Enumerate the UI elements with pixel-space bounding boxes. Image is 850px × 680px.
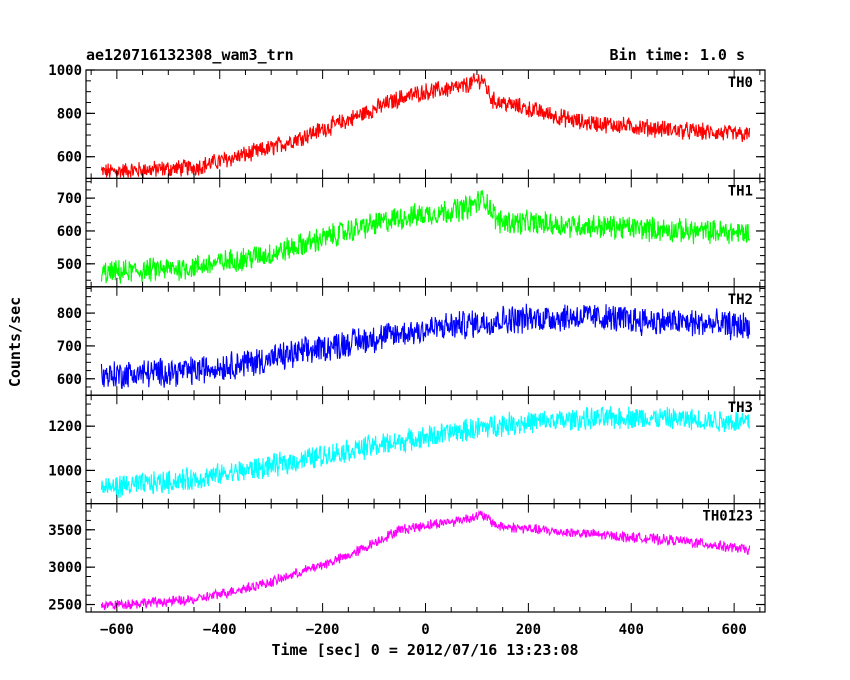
x-tick-label: −600 [100,622,134,638]
x-tick-label: 400 [619,622,644,638]
y-tick-label: 2500 [48,598,82,614]
panel-frame [85,286,766,396]
y-tick-label: 600 [57,372,82,388]
panel-th1: 500 600 700 TH1 [57,177,766,288]
series-line-th0123 [100,509,751,611]
panel-label-th2: TH2 [728,292,753,308]
series-line-th3 [100,406,751,498]
panel-th2: 600 700 800 TH2 [57,286,766,396]
y-tick-label: 600 [57,224,82,240]
panel-th3: 1000 1200 TH3 [48,394,766,505]
plot-title: ae120716132308_wam3_trn [86,46,294,64]
panel-label-th3: TH3 [728,400,753,416]
x-tick-labels: −600 −400 −200 0 200 400 600 [100,622,747,638]
series-line-th1 [100,189,751,284]
panel-label-th1: TH1 [728,183,753,199]
panel-label-th0123: TH0123 [702,509,753,525]
x-axis-label: Time [sec] 0 = 2012/07/16 13:23:08 [271,641,578,659]
x-tick-label: 600 [721,622,746,638]
y-tick-label: 700 [57,339,82,355]
y-axis-label: Counts/sec [6,297,24,387]
x-tick-label: −200 [306,622,340,638]
y-tick-label: 1000 [48,463,82,479]
y-tick-label: 600 [57,150,82,166]
y-tick-label: 3000 [48,560,82,576]
x-tick-label: −400 [203,622,237,638]
y-tick-label: 700 [57,191,82,207]
y-tick-label: 1000 [48,63,82,79]
y-tick-label: 3500 [48,523,82,539]
x-tick-label: 200 [516,622,541,638]
series-line-th2 [100,303,751,390]
y-tick-label: 800 [57,306,82,322]
panel-th0: 600 800 1000 TH0 [48,63,766,180]
panel-label-th0: TH0 [728,75,753,91]
x-tick-label: 0 [421,622,429,638]
y-tick-label: 1200 [48,419,82,435]
y-tick-label: 500 [57,257,82,273]
series-line-th0 [100,73,751,178]
panel-th0123: 2500 3000 3500 TH0123 [48,503,766,614]
bin-time-label: Bin time: 1.0 s [610,46,745,64]
panels-group: 600 800 1000 TH0 500 600 700 TH1 600 700 800 TH2 100… [48,63,766,614]
y-tick-label: 800 [57,106,82,122]
